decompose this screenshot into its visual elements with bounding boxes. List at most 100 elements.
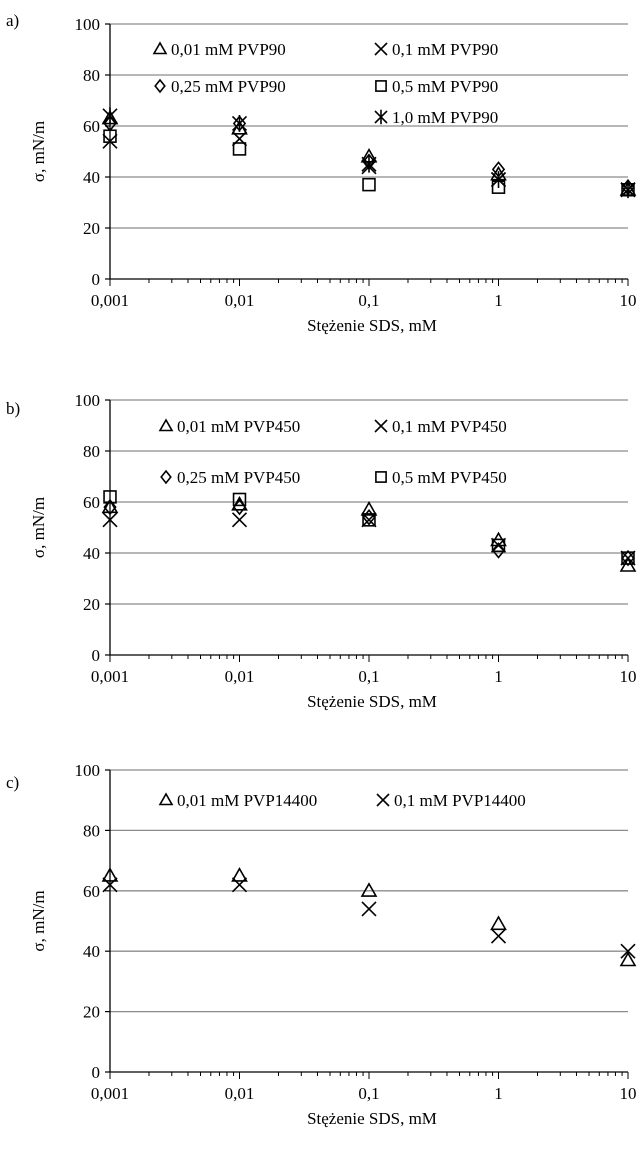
y-tick-label: 0 <box>92 270 101 289</box>
legend-marker <box>376 793 390 807</box>
data-point <box>103 129 117 143</box>
x-tick-label: 1 <box>494 291 503 310</box>
data-point <box>619 951 637 967</box>
y-tick-label: 80 <box>83 821 100 840</box>
data-point <box>361 901 377 917</box>
x-tick-label: 1 <box>494 1084 503 1103</box>
legend-entry: 0,01 mM PVP14400 <box>158 791 317 810</box>
legend-entry: 0,1 mM PVP14400 <box>376 791 526 810</box>
x-tick-label: 1 <box>494 667 503 686</box>
series-3 <box>103 115 635 196</box>
legend-marker <box>375 80 387 92</box>
series-1 <box>101 867 637 967</box>
legend-marker <box>375 471 387 483</box>
data-point <box>102 512 118 528</box>
x-tick-label: 0,001 <box>91 291 129 310</box>
data-point <box>362 509 376 526</box>
data-point <box>620 550 636 566</box>
legend-label: 0,25 mM PVP90 <box>171 77 286 96</box>
y-tick-label: 100 <box>75 761 101 780</box>
chart-panel-1: a) 0 20 40 60 80 100 0,001 0,01 0,1 1 10 Stężenie SD… <box>6 11 637 335</box>
y-tick-label: 100 <box>75 15 101 34</box>
data-point <box>491 542 506 559</box>
legend-marker <box>160 469 172 485</box>
x-tick-label: 0,01 <box>225 291 255 310</box>
legend-marker <box>152 41 168 55</box>
y-tick-label: 20 <box>83 595 100 614</box>
y-tick-label: 0 <box>92 646 101 665</box>
y-tick-label: 60 <box>83 882 100 901</box>
series-2 <box>102 877 636 959</box>
data-point <box>490 915 507 931</box>
chart-panel-2: b) 0 20 40 60 80 100 0,001 0,01 0,1 1 10 Stężenie SD… <box>6 391 637 711</box>
y-tick-label: 40 <box>83 942 100 961</box>
series-1 <box>101 109 637 196</box>
x-tick-label: 0,001 <box>91 667 129 686</box>
legend-entry: 1,0 mM PVP90 <box>374 108 498 127</box>
x-axis-title: Stężenie SDS, mM <box>307 316 437 335</box>
data-point <box>231 512 248 528</box>
legend-label: 0,01 mM PVP450 <box>177 417 300 436</box>
y-axis-title: σ, mN/m <box>29 890 48 951</box>
data-point <box>362 513 376 527</box>
legend-marker <box>374 109 388 125</box>
x-tick-label: 10 <box>620 291 637 310</box>
panel-label: a) <box>6 11 19 30</box>
data-point <box>491 538 506 553</box>
series-5 <box>102 107 636 199</box>
data-point <box>490 928 507 944</box>
data-point <box>231 115 248 132</box>
legend-entry: 0,5 mM PVP450 <box>375 468 507 487</box>
data-point <box>102 107 118 125</box>
x-tick-label: 0,01 <box>225 1084 255 1103</box>
data-point <box>620 943 636 959</box>
x-tick-label: 0,1 <box>358 1084 379 1103</box>
series-2 <box>102 512 636 566</box>
y-tick-label: 40 <box>83 168 100 187</box>
data-point <box>231 877 248 893</box>
data-point <box>490 171 507 188</box>
legend-label: 1,0 mM PVP90 <box>392 108 498 127</box>
series-4 <box>103 129 635 197</box>
data-point <box>619 557 637 572</box>
legend-marker <box>374 42 388 56</box>
panel-label: c) <box>6 773 19 792</box>
data-point <box>621 551 635 565</box>
data-point <box>362 177 376 192</box>
x-tick-label: 10 <box>620 1084 637 1103</box>
legend-marker <box>158 792 174 806</box>
data-point <box>232 492 247 507</box>
legend-entry: 0,5 mM PVP90 <box>375 77 498 96</box>
x-tick-label: 10 <box>620 667 637 686</box>
y-tick-label: 20 <box>83 219 100 238</box>
data-point <box>360 882 378 897</box>
series-3 <box>103 498 635 567</box>
data-point <box>232 142 247 156</box>
legend-label: 0,01 mM PVP14400 <box>177 791 317 810</box>
data-point <box>360 501 378 516</box>
legend-entry: 0,1 mM PVP90 <box>374 40 498 59</box>
series-4 <box>103 490 635 565</box>
data-point <box>101 867 119 882</box>
data-point <box>102 133 118 149</box>
legend-marker <box>158 418 174 432</box>
y-tick-label: 40 <box>83 544 100 563</box>
x-tick-label: 0,1 <box>358 667 379 686</box>
legend-entry: 0,1 mM PVP450 <box>374 417 507 436</box>
legend-label: 0,1 mM PVP14400 <box>394 791 526 810</box>
legend-label: 0,1 mM PVP450 <box>392 417 507 436</box>
legend-label: 0,5 mM PVP90 <box>392 77 498 96</box>
y-axis-title: σ, mN/m <box>29 497 48 558</box>
x-tick-label: 0,001 <box>91 1084 129 1103</box>
legend-label: 0,25 mM PVP450 <box>177 468 300 487</box>
legend-entry: 0,01 mM PVP450 <box>158 417 300 436</box>
data-point <box>102 877 118 893</box>
data-point <box>231 867 248 882</box>
panel-label: b) <box>6 399 20 418</box>
x-axis-title: Stężenie SDS, mM <box>307 692 437 711</box>
data-point <box>103 490 117 504</box>
y-tick-label: 100 <box>75 391 101 410</box>
legend-label: 0,1 mM PVP90 <box>392 40 498 59</box>
legend-label: 0,01 mM PVP90 <box>171 40 286 59</box>
